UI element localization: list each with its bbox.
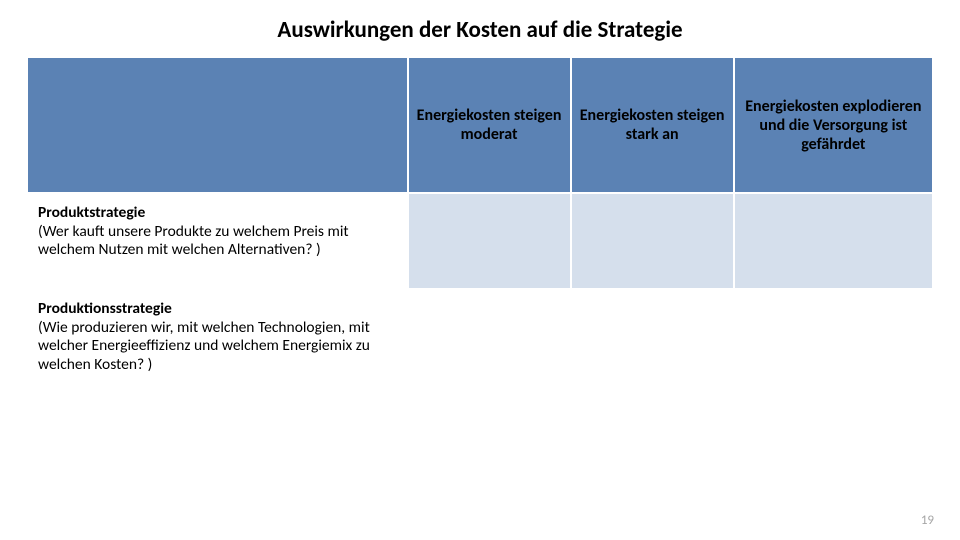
table-cell bbox=[734, 289, 933, 413]
table-container: Energiekosten steigen moderat Energiekos… bbox=[0, 56, 960, 414]
table-cell bbox=[571, 193, 734, 289]
table-cell bbox=[734, 193, 933, 289]
strategy-table: Energiekosten steigen moderat Energiekos… bbox=[26, 56, 934, 414]
table-cell bbox=[408, 193, 571, 289]
row-label-bold: Produktionsstrategie bbox=[38, 299, 172, 318]
header-cell-moderat: Energiekosten steigen moderat bbox=[408, 57, 571, 193]
table-header-row: Energiekosten steigen moderat Energiekos… bbox=[27, 57, 933, 193]
row-label-rest: (Wer kauft unsere Produkte zu welchem Pr… bbox=[38, 222, 349, 260]
row-label-bold: Produktstrategie bbox=[38, 203, 145, 222]
table-row: Produktionsstrategie (Wie produzieren wi… bbox=[27, 289, 933, 413]
table-cell bbox=[408, 289, 571, 413]
header-cell-explodieren: Energiekosten explodieren und die Versor… bbox=[734, 57, 933, 193]
row-label-produktstrategie: Produktstrategie (Wer kauft unsere Produ… bbox=[27, 193, 408, 289]
header-cell-empty bbox=[27, 57, 408, 193]
table-cell bbox=[571, 289, 734, 413]
table-row: Produktstrategie (Wer kauft unsere Produ… bbox=[27, 193, 933, 289]
page-number: 19 bbox=[921, 513, 934, 528]
slide-title: Auswirkungen der Kosten auf die Strategi… bbox=[0, 0, 960, 56]
row-label-rest: (Wie produzieren wir, mit welchen Techno… bbox=[38, 318, 370, 374]
header-cell-stark: Energiekosten steigen stark an bbox=[571, 57, 734, 193]
row-label-produktionsstrategie: Produktionsstrategie (Wie produzieren wi… bbox=[27, 289, 408, 413]
